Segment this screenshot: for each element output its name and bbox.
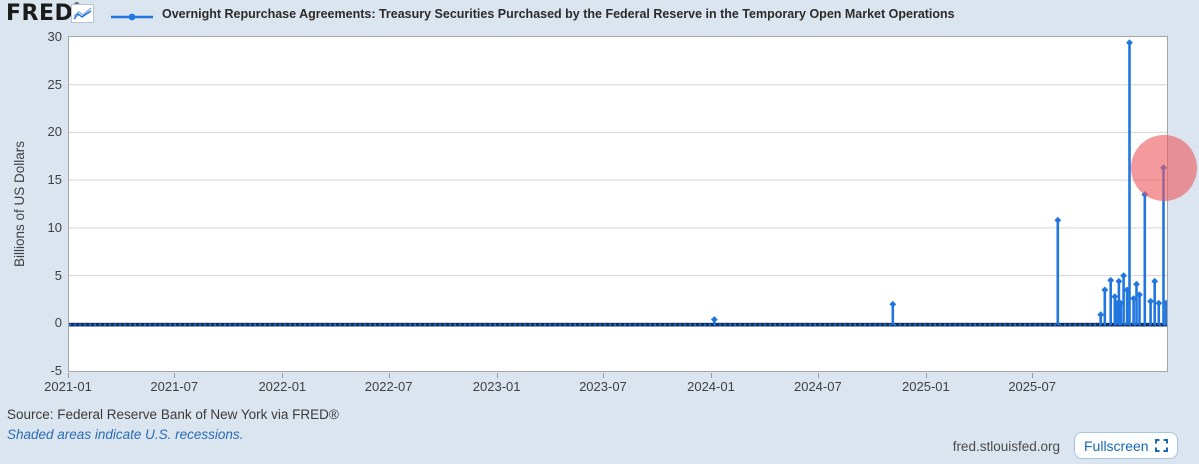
x-axis-tick-mark [174, 373, 176, 378]
data-point-marker[interactable] [1162, 299, 1167, 307]
series-chart [69, 39, 1167, 327]
fullscreen-button-label: Fullscreen [1084, 437, 1149, 454]
fullscreen-button[interactable]: Fullscreen [1074, 432, 1178, 459]
x-axis-tick-label: 2021-07 [150, 379, 199, 394]
y-axis-tick-label: -5 [50, 363, 62, 378]
data-point-marker[interactable] [1133, 280, 1140, 288]
legend-line-marker-icon [110, 9, 154, 27]
data-point-marker[interactable] [1101, 286, 1109, 294]
site-url: fred.stlouisfed.org [952, 439, 1060, 454]
x-axis-tick-mark [925, 373, 927, 378]
x-axis-tick-mark [388, 373, 390, 378]
x-axis-tick-mark [817, 373, 819, 378]
y-axis-tick-label: 20 [47, 124, 62, 140]
y-axis-tick-label: 0 [54, 315, 62, 331]
x-axis-tick-mark [602, 373, 604, 378]
x-axis-tick-label: 2023-01 [472, 379, 521, 394]
x-axis-tick-label: 2021-01 [44, 379, 92, 394]
y-axis-tick-label: 5 [54, 267, 62, 283]
x-axis-tick-label: 2025-01 [902, 379, 950, 394]
x-axis-tick-mark [496, 373, 498, 378]
data-point-marker[interactable] [1155, 299, 1163, 307]
data-point-marker[interactable] [1054, 216, 1062, 224]
highlight-circle-annotation [1130, 134, 1197, 201]
y-axis-tick-label: 25 [47, 76, 62, 92]
y-axis-tick-label: 30 [47, 29, 62, 44]
x-axis-tick-label: 2025-07 [1008, 379, 1057, 394]
data-point-marker[interactable] [710, 316, 718, 323]
series-legend-label[interactable]: Overnight Repurchase Agreements: Treasur… [162, 7, 955, 21]
x-axis-tick-label: 2022-01 [258, 379, 307, 394]
data-point-marker[interactable] [1136, 291, 1143, 299]
data-point-marker[interactable] [1147, 297, 1154, 305]
sparkline-chart-icon [71, 4, 94, 28]
fred-logo: FRED® [6, 1, 81, 26]
data-point-marker[interactable] [1097, 311, 1105, 319]
x-axis-tick-label: 2024-07 [793, 379, 842, 394]
x-axis-tick-label: 2022-07 [364, 379, 413, 394]
y-axis-tick-label: 10 [47, 219, 62, 235]
x-axis-tick-mark [1032, 373, 1034, 378]
source-text: Source: Federal Reserve Bank of New York… [7, 407, 339, 422]
x-axis-tick-mark [68, 373, 69, 378]
data-point-marker[interactable] [1111, 293, 1119, 300]
data-point-marker[interactable] [1126, 39, 1133, 47]
recession-note-link[interactable]: Shaded areas indicate U.S. recessions. [7, 427, 244, 442]
x-axis-tick-label: 2024-01 [687, 379, 735, 394]
x-axis-tick-mark [710, 373, 712, 378]
data-point-marker[interactable] [1107, 276, 1115, 284]
data-point-marker[interactable] [1115, 277, 1123, 285]
fullscreen-expand-icon [1154, 439, 1168, 452]
data-point-marker[interactable] [1151, 277, 1159, 285]
x-axis-tick-label: 2023-07 [579, 379, 627, 394]
x-axis-tick-mark [282, 373, 284, 378]
data-point-marker[interactable] [889, 300, 897, 308]
y-axis-tick-label: 15 [47, 172, 62, 188]
plot-area[interactable] [68, 36, 1168, 372]
data-point-marker[interactable] [1120, 272, 1127, 279]
